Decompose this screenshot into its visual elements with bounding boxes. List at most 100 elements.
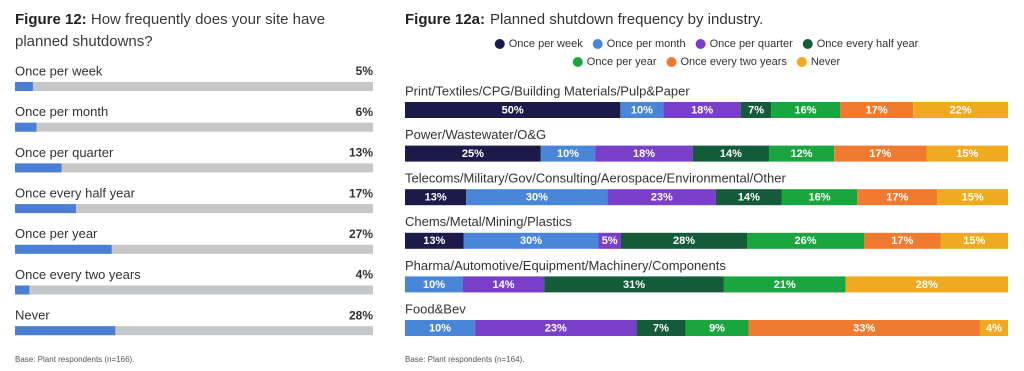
legend-swatch — [494, 39, 505, 49]
bar — [15, 326, 116, 336]
legend-swatch — [666, 57, 677, 67]
bar-segment — [621, 232, 747, 249]
bar-segment — [475, 320, 637, 336]
value-label: 25% — [462, 148, 484, 160]
value-label: 17% — [869, 148, 891, 160]
legend-item: Once per quarter — [695, 38, 793, 50]
legend-swatch — [592, 39, 603, 49]
category-label: Never — [15, 308, 50, 323]
value-label: 21% — [774, 279, 796, 291]
bar-track — [15, 163, 373, 173]
legend-label: Once per week — [509, 38, 583, 50]
figure-label: Figure 12: — [15, 11, 87, 28]
value-label: 4% — [986, 322, 1002, 334]
bar-segment — [723, 276, 846, 293]
bar-segment — [607, 189, 716, 206]
footnote: Base: Plant respondents (n=166). — [15, 355, 134, 364]
value-label: 17% — [886, 192, 908, 204]
value-label: 13% — [349, 146, 373, 160]
bar-segment — [544, 276, 724, 293]
category-label: Food&Bev — [405, 301, 466, 316]
legend-swatch — [572, 57, 583, 67]
value-label: 10% — [423, 279, 445, 291]
category-label: Pharma/Automotive/Equipment/Machinery/Co… — [405, 258, 726, 273]
bar — [15, 122, 37, 132]
bar — [15, 285, 30, 295]
category-label: Once per month — [15, 104, 108, 119]
value-label: 27% — [349, 227, 373, 241]
legend-swatch — [796, 57, 807, 67]
legend-label: Once per year — [587, 56, 657, 68]
value-label: 13% — [425, 192, 447, 204]
bar-segment — [663, 102, 741, 118]
value-label: 12% — [791, 148, 813, 160]
value-label: 28% — [673, 235, 695, 247]
bar-segment — [462, 276, 545, 293]
value-label: 50% — [502, 104, 524, 116]
category-label: Print/Textiles/CPG/Building Materials/Pu… — [405, 83, 690, 98]
bar-segment — [913, 102, 1008, 118]
bar-segment — [466, 189, 608, 206]
value-label: 15% — [963, 235, 985, 247]
value-label: 10% — [557, 148, 579, 160]
value-label: 28% — [349, 308, 373, 322]
value-label: 30% — [526, 192, 548, 204]
bar-track — [15, 82, 373, 91]
legend-label: Once per quarter — [710, 38, 793, 50]
bar-segment — [771, 102, 841, 118]
bar-segment — [685, 320, 749, 336]
value-label: 10% — [631, 104, 653, 116]
bar-segment — [463, 232, 599, 249]
bar-segment — [598, 232, 621, 249]
bar-segment — [405, 232, 464, 249]
category-label: Once every half year — [15, 186, 136, 201]
value-label: 14% — [493, 279, 515, 291]
bar-segment — [405, 145, 541, 162]
value-label: 22% — [950, 104, 972, 116]
value-label: 16% — [795, 104, 817, 116]
legend-item: Never — [796, 56, 841, 68]
bar-segment — [864, 232, 941, 249]
bar-segment — [940, 232, 1008, 249]
bar-segment — [540, 145, 596, 162]
bar — [15, 163, 62, 173]
value-label: 23% — [651, 192, 673, 204]
bar-track — [15, 244, 373, 254]
bar-segment — [715, 189, 782, 206]
bar-segment — [405, 320, 476, 336]
bar-segment — [834, 145, 927, 162]
footnote: Base: Plant respondents (n=164). — [405, 355, 524, 364]
value-label: 14% — [738, 192, 760, 204]
legend-swatch — [802, 39, 813, 49]
legend-swatch — [695, 39, 706, 49]
bar-segment — [595, 145, 693, 162]
value-label: 5% — [356, 64, 374, 78]
value-label: 31% — [623, 279, 645, 291]
legend-item: Once per month — [592, 38, 686, 50]
chart-title: Figure 12a: Planned shutdown frequency by… — [405, 11, 763, 28]
bar-segment — [636, 320, 686, 336]
legend-item: Once per year — [572, 56, 657, 68]
title-text: Planned shutdown frequency by industry. — [490, 11, 763, 28]
category-label: Chems/Metal/Mining/Plastics — [405, 214, 572, 229]
value-label: 5% — [602, 235, 618, 247]
bar-segment — [857, 189, 938, 206]
legend-item: Once every two years — [666, 56, 787, 68]
value-label: 26% — [794, 235, 816, 247]
value-label: 17% — [349, 186, 373, 200]
category-label: Once per week — [15, 63, 103, 78]
value-label: 6% — [356, 105, 374, 119]
category-label: Once per year — [15, 226, 98, 241]
bar-segment — [620, 102, 664, 118]
value-label: 23% — [545, 322, 567, 334]
value-label: 4% — [356, 268, 374, 282]
category-label: Once every two years — [15, 267, 141, 282]
bar-segment — [768, 145, 835, 162]
bar-segment — [405, 102, 621, 118]
legend-label: Once every two years — [680, 56, 787, 68]
bar-track — [15, 122, 373, 132]
bar-segment — [979, 320, 1008, 336]
value-label: 28% — [916, 279, 938, 291]
bar-segment — [840, 102, 914, 118]
